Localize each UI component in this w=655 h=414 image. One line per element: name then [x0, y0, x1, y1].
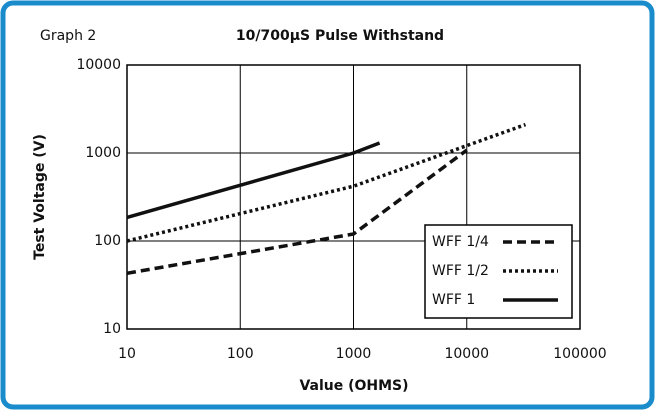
- x-axis-label: Value (OHMS): [299, 378, 408, 394]
- x-tick-label: 10: [118, 346, 136, 362]
- series-line: [126, 141, 381, 220]
- legend-label: WFF 1/4: [432, 234, 489, 250]
- x-tick-label: 100000: [553, 346, 606, 362]
- x-tick-label: 100: [227, 346, 254, 362]
- series-line: [126, 148, 468, 276]
- series-line: [126, 122, 527, 243]
- x-tick-label: 10000: [444, 346, 489, 362]
- plot-area: [126, 64, 581, 330]
- y-tick-label: 100: [94, 233, 121, 249]
- y-tick-label: 1000: [85, 145, 121, 161]
- legend-label: WFF 1/2: [432, 263, 489, 279]
- y-tick-label: 10: [103, 321, 121, 337]
- legend-label: WFF 1: [432, 292, 475, 308]
- graph-label: Graph 2: [40, 28, 96, 44]
- chart-title: 10/700µS Pulse Withstand: [236, 28, 444, 44]
- y-axis-label: Test Voltage (V): [32, 134, 48, 260]
- x-tick-label: 1000: [336, 346, 372, 362]
- y-tick-label: 10000: [76, 57, 121, 73]
